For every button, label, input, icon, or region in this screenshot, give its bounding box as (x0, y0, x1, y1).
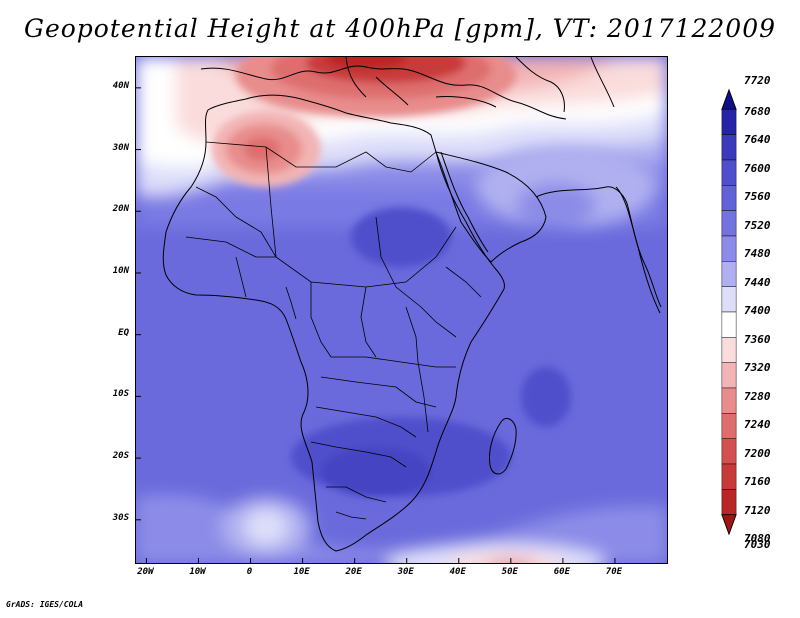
lon-tick-label: 70E (605, 567, 623, 577)
lat-tick-label: 40N (112, 80, 129, 91)
colorbar-level-label: 7720 (744, 74, 771, 87)
map-panel (135, 56, 668, 564)
colorbar-level-label: 7440 (744, 275, 771, 289)
field-lows (291, 207, 571, 497)
lon-tick-label: 30E (397, 567, 414, 577)
colorbar-level-label: 7320 (744, 361, 771, 374)
colorbar-level-label: 7680 (744, 104, 771, 118)
colorbar-segment (721, 159, 737, 186)
colorbar-level-label: 7160 (744, 475, 771, 488)
lat-tick-label: 30S (112, 512, 129, 523)
coastlines (162, 57, 662, 552)
lon-tick-label: 40E (449, 567, 466, 577)
high-center-mediterranean (236, 57, 516, 117)
lat-tick-label: EQ (118, 327, 129, 338)
colorbar-level-label: 7080 (744, 532, 771, 545)
colorbar-segment (721, 438, 737, 465)
lat-tick-label: 20S (112, 451, 129, 462)
colorbar (721, 88, 737, 536)
field-arabia (476, 147, 656, 227)
colorbar-segment (721, 362, 737, 389)
lat-tick-label: 10N (112, 265, 129, 276)
colorbar-level-label: 7640 (744, 133, 771, 146)
colorbar-segment (721, 337, 737, 363)
lon-tick-label: 60E (553, 567, 570, 577)
map-title: Geopotential Height at 400hPa [gpm], VT:… (23, 14, 777, 43)
lon-tick-label: 20W (137, 567, 154, 577)
colorbar-level-label: 7600 (744, 161, 771, 175)
colorbar-segment (721, 109, 737, 135)
colorbar-level-label: 7240 (744, 418, 771, 431)
colorbar-segment (721, 489, 737, 515)
colorbar-level-label: 7360 (744, 332, 771, 346)
colorbar-level-label: 7400 (744, 304, 771, 317)
colorbar-level-label: 7560 (744, 190, 771, 203)
lat-tick-label: 20N (112, 204, 129, 215)
colorbar-level-label: 7520 (744, 218, 771, 232)
lon-tick-label: 20E (345, 567, 362, 577)
colorbar-segment (721, 134, 737, 161)
colorbar-level-label: 7480 (744, 247, 771, 260)
colorbar-level-label: 7030 (744, 538, 771, 551)
country-borders (185, 141, 482, 520)
lon-tick-label: 50E (501, 567, 518, 577)
colorbar-segment (721, 413, 737, 439)
colorbar-segment (721, 210, 737, 237)
axis-ticks (136, 87, 616, 563)
lon-tick-label: 10E (293, 567, 310, 577)
lon-tick-label: 10W (189, 567, 206, 577)
colorbar-segment (721, 286, 737, 313)
colorbar-segment (721, 261, 737, 287)
colorbar-segment (721, 311, 737, 338)
colorbar-bottom-arrow (721, 514, 737, 536)
colorbar-segment (721, 463, 737, 490)
field-south (136, 494, 667, 563)
colorbar-top-arrow (721, 88, 737, 110)
lon-tick-label: 0 (246, 567, 253, 577)
lat-tick-label: 10S (112, 389, 129, 400)
lat-tick-label: 30N (112, 142, 129, 153)
colorbar-segment (721, 387, 737, 414)
colorbar-level-label: 7280 (744, 389, 771, 403)
map-canvas (136, 57, 667, 563)
grads-credit: GrADS: IGES/COLA (6, 600, 84, 609)
colorbar-level-label: 7120 (744, 503, 771, 517)
colorbar-segment (721, 185, 737, 211)
colorbar-level-label: 7200 (744, 446, 771, 460)
colorbar-segment (721, 235, 737, 262)
